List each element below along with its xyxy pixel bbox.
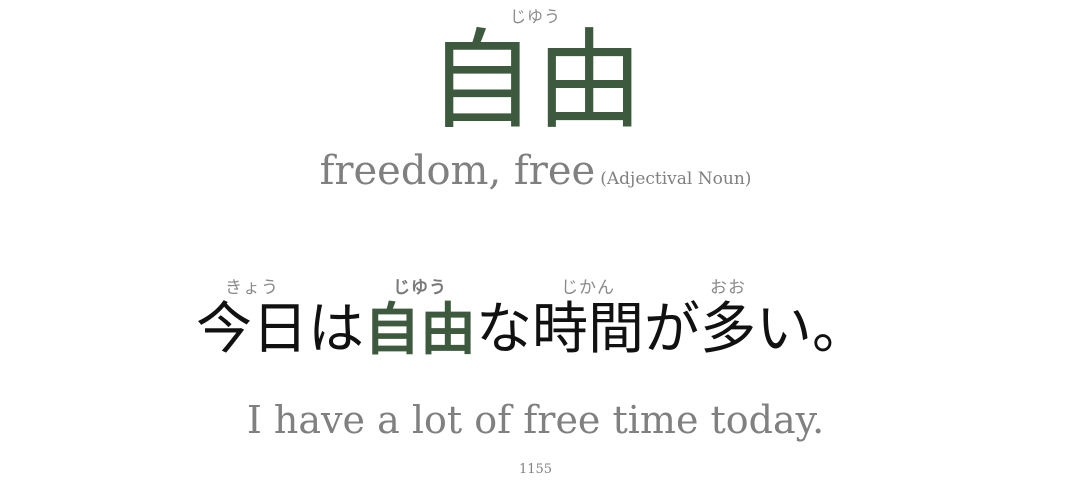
segment-text-highlighted: 自由 bbox=[364, 297, 476, 363]
headword-reading: じゆう bbox=[509, 7, 561, 26]
segment-reading: じかん bbox=[561, 278, 615, 298]
example-sentence: きょう 今日 は じゆう 自由 な じかん 時間 が おお 多 い。 bbox=[196, 272, 868, 362]
segment-text: 今日 bbox=[196, 297, 308, 362]
segment-reading: じゆう bbox=[393, 278, 447, 298]
sentence-segment: きょう 今日 bbox=[196, 278, 308, 362]
segment-text: い。 bbox=[756, 297, 868, 362]
segment-text: な bbox=[476, 297, 532, 362]
segment-text: は bbox=[308, 297, 364, 362]
sentence-translation: I have a lot of free time today. bbox=[246, 398, 825, 442]
segment-text: 時間 bbox=[532, 297, 644, 362]
segment-reading: きょう bbox=[225, 278, 279, 298]
headword-meaning: freedom, free bbox=[319, 148, 596, 194]
segment-reading: おお bbox=[710, 278, 746, 298]
sentence-segment: い。 bbox=[756, 278, 868, 362]
sentence-segment: が bbox=[644, 278, 700, 362]
sentence-segment: じかん 時間 bbox=[532, 278, 644, 362]
part-of-speech: (Adjectival Noun) bbox=[600, 169, 752, 189]
sentence-segment-highlighted: じゆう 自由 bbox=[364, 278, 476, 362]
sentence-segment: は bbox=[308, 278, 364, 362]
sentence-segment: おお 多 bbox=[700, 278, 756, 362]
card-number: 1155 bbox=[518, 462, 553, 477]
sentence-segment: な bbox=[476, 278, 532, 362]
headword-kanji: 自由 bbox=[427, 19, 644, 144]
meaning-line: freedom, free (Adjectival Noun) bbox=[0, 148, 1071, 194]
segment-text: 多 bbox=[700, 297, 756, 362]
segment-text: が bbox=[644, 297, 700, 362]
